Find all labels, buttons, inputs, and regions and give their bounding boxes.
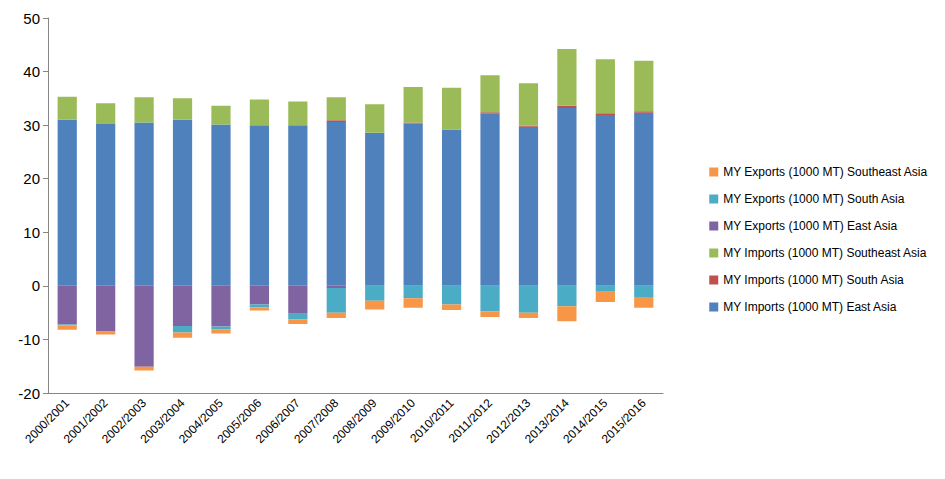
svg-text:2006/2007: 2006/2007 [252, 396, 303, 446]
svg-text:2002/2003: 2002/2003 [99, 396, 149, 446]
svg-text:2010/2011: 2010/2011 [407, 396, 457, 446]
svg-text:MY Exports (1000 MT) East Asia: MY Exports (1000 MT) East Asia [723, 219, 897, 233]
svg-text:MY Exports (1000 MT) South Asi: MY Exports (1000 MT) South Asia [723, 192, 905, 206]
svg-text:-20: -20 [18, 385, 40, 402]
svg-text:2014/2015: 2014/2015 [560, 396, 611, 446]
svg-text:2000/2001: 2000/2001 [22, 396, 73, 446]
svg-text:2015/2016: 2015/2016 [599, 396, 649, 446]
svg-text:2012/2013: 2012/2013 [483, 396, 534, 446]
svg-text:2005/2006: 2005/2006 [214, 396, 265, 446]
svg-text:2013/2014: 2013/2014 [521, 396, 572, 446]
svg-text:10: 10 [23, 224, 40, 241]
svg-text:30: 30 [23, 117, 40, 134]
svg-text:MY Imports (1000 MT) South Asi: MY Imports (1000 MT) South Asia [723, 273, 904, 287]
svg-text:40: 40 [23, 63, 40, 80]
svg-text:20: 20 [23, 170, 40, 187]
svg-text:2008/2009: 2008/2009 [329, 396, 380, 446]
svg-text:MY Exports (1000 MT) Southeast: MY Exports (1000 MT) Southeast Asia [723, 165, 927, 179]
svg-text:-10: -10 [18, 331, 40, 348]
svg-text:2001/2002: 2001/2002 [60, 396, 111, 446]
svg-text:2009/2010: 2009/2010 [368, 396, 419, 446]
svg-text:2004/2005: 2004/2005 [176, 396, 226, 446]
svg-text:MY Imports (1000 MT) Southeast: MY Imports (1000 MT) Southeast Asia [723, 246, 927, 260]
svg-text:50: 50 [23, 10, 40, 27]
svg-text:MY Imports (1000 MT) East Asia: MY Imports (1000 MT) East Asia [723, 300, 896, 314]
svg-text:2011/2012: 2011/2012 [445, 396, 495, 446]
svg-text:0: 0 [32, 277, 40, 294]
svg-text:2007/2008: 2007/2008 [291, 396, 342, 446]
svg-text:2003/2004: 2003/2004 [137, 396, 188, 446]
